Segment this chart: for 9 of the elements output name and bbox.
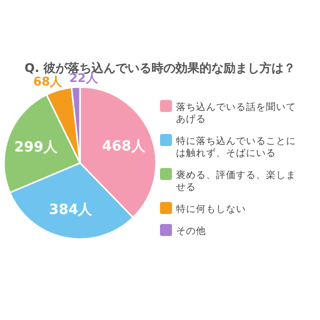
legend-label: 褒める、評価する、楽しませる bbox=[176, 169, 296, 193]
legend-label: 特に何もしない bbox=[176, 203, 246, 215]
legend-label: 落ち込んでいる話を聞いてあげる bbox=[176, 101, 296, 125]
legend-label: 特に落ち込んでいることには触れず、そばにいる bbox=[176, 135, 296, 159]
legend-label: その他 bbox=[176, 225, 206, 237]
data-label: 68人 bbox=[33, 74, 63, 88]
data-label: 468人 bbox=[102, 138, 146, 154]
data-label: 299人 bbox=[14, 139, 58, 156]
data-label: 384人 bbox=[49, 202, 94, 218]
